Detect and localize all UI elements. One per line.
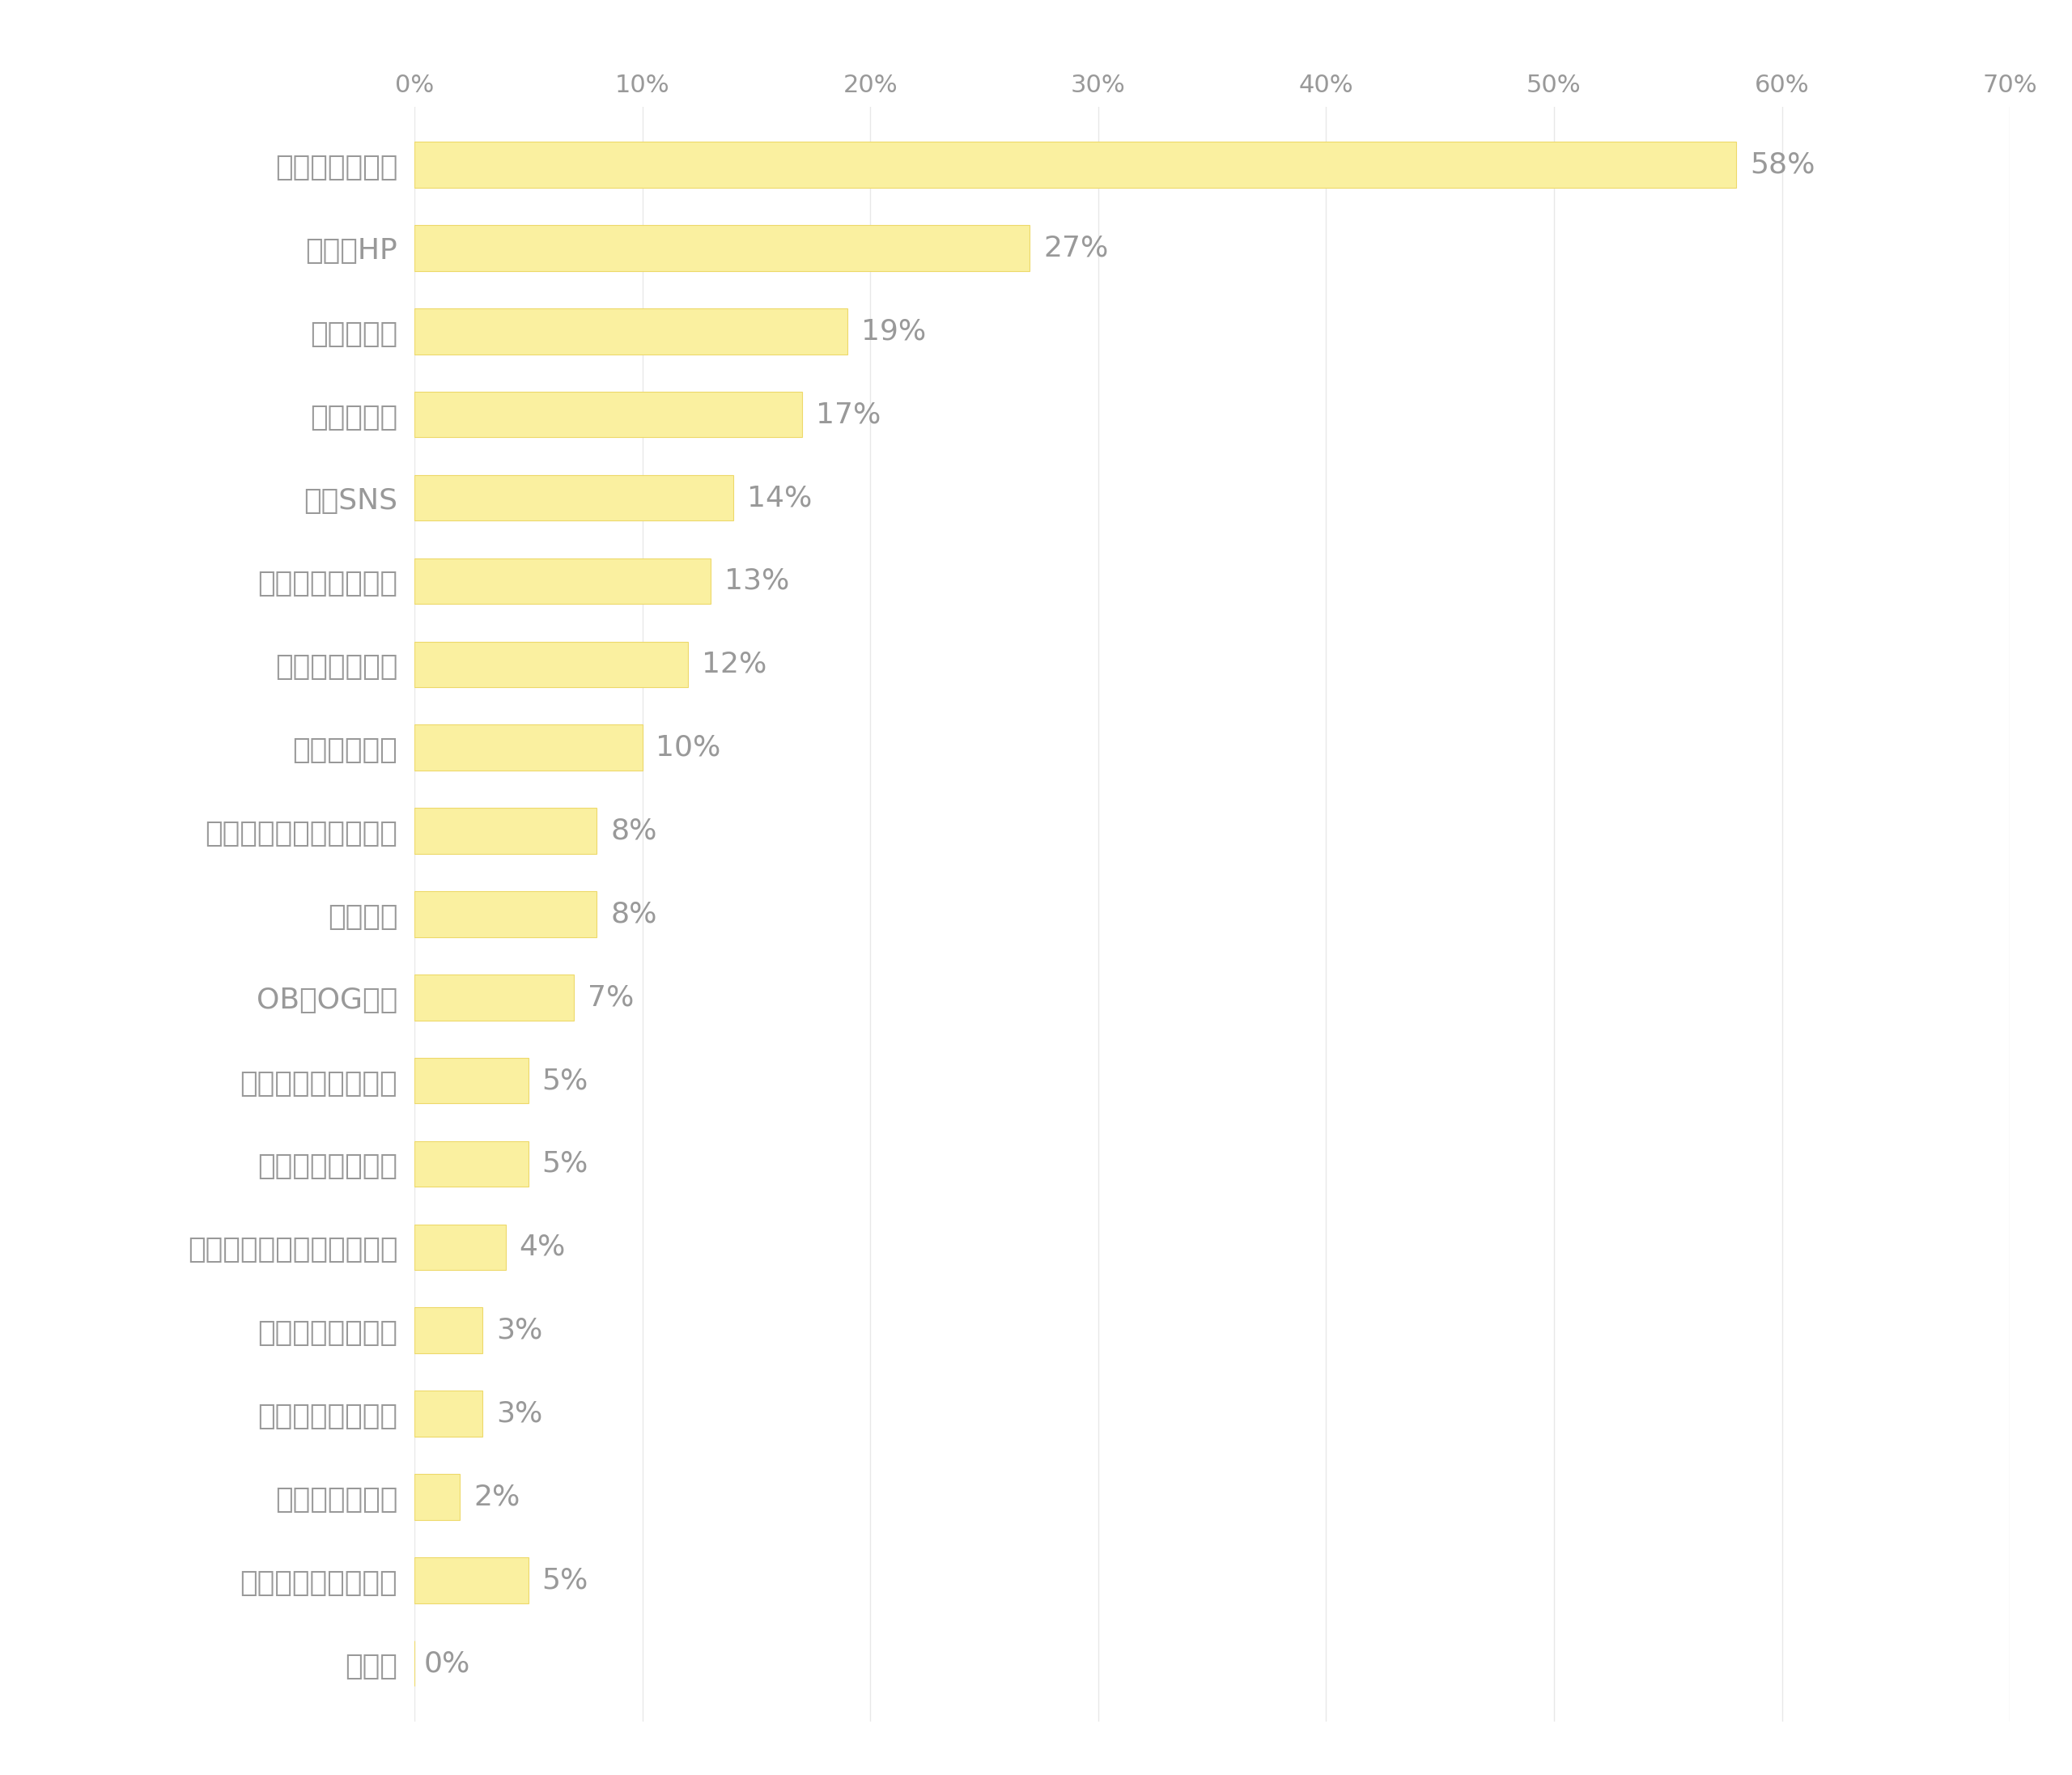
Text: 12%: 12% xyxy=(702,651,767,678)
Bar xyxy=(414,808,597,854)
Text: 10%: 10% xyxy=(657,733,721,761)
Text: 7%: 7% xyxy=(588,983,634,1012)
Text: 0%: 0% xyxy=(423,1649,470,1677)
Text: 17%: 17% xyxy=(816,401,881,428)
Text: 8%: 8% xyxy=(611,900,657,928)
Bar xyxy=(414,1473,460,1519)
Bar xyxy=(414,557,711,604)
Bar xyxy=(414,225,1030,272)
Bar xyxy=(414,476,733,520)
Text: 5%: 5% xyxy=(543,1567,588,1594)
Text: 58%: 58% xyxy=(1751,151,1815,179)
Bar xyxy=(414,974,574,1021)
Text: 5%: 5% xyxy=(543,1150,588,1177)
Bar xyxy=(414,1225,506,1271)
Bar xyxy=(414,1557,528,1603)
Bar xyxy=(414,142,1736,188)
Bar xyxy=(414,641,688,687)
Text: 5%: 5% xyxy=(543,1067,588,1095)
Text: 13%: 13% xyxy=(725,568,789,595)
Text: 4%: 4% xyxy=(520,1234,566,1260)
Text: 2%: 2% xyxy=(474,1484,520,1511)
Text: 8%: 8% xyxy=(611,816,657,845)
Text: 27%: 27% xyxy=(1044,234,1109,261)
Bar xyxy=(414,1058,528,1104)
Bar xyxy=(414,724,642,770)
Text: 3%: 3% xyxy=(497,1400,543,1427)
Bar xyxy=(414,392,802,437)
Bar xyxy=(414,1392,483,1436)
Text: 14%: 14% xyxy=(748,485,812,511)
Bar xyxy=(414,1141,528,1187)
Bar xyxy=(414,891,597,937)
Text: 3%: 3% xyxy=(497,1317,543,1344)
Bar xyxy=(414,309,847,355)
Bar xyxy=(414,1308,483,1353)
Text: 19%: 19% xyxy=(862,318,926,344)
